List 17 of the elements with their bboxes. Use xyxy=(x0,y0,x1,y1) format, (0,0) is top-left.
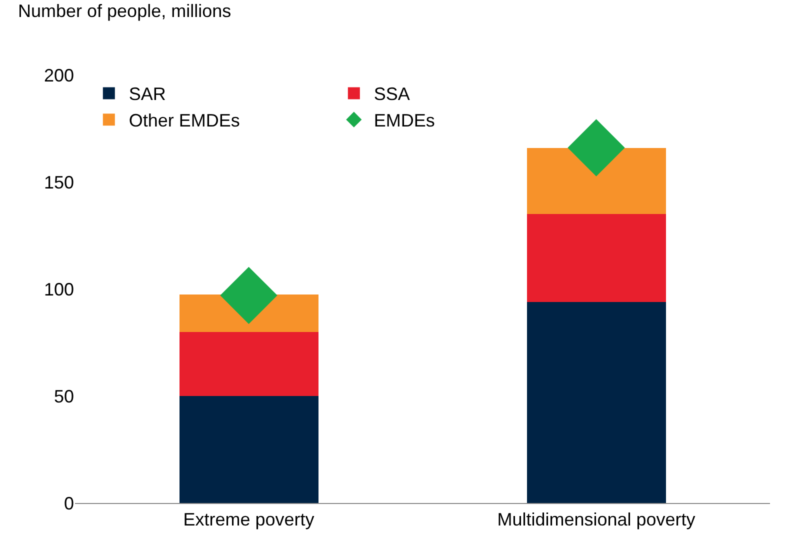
legend-label: SAR xyxy=(128,84,166,104)
y-axis-title: Number of people, millions xyxy=(18,1,232,21)
x-tick-label: Multidimensional poverty xyxy=(497,510,696,530)
bar xyxy=(179,396,318,503)
y-tick-label: 150 xyxy=(44,172,74,192)
bar xyxy=(526,302,666,503)
y-tick-label: 200 xyxy=(44,65,74,86)
legend-label: EMDEs xyxy=(374,110,435,131)
legend-label: SSA xyxy=(374,84,410,104)
y-tick-label: 100 xyxy=(44,279,74,300)
x-tick-label: Extreme poverty xyxy=(183,510,314,530)
bar xyxy=(526,148,666,214)
y-tick-label: 50 xyxy=(54,386,74,406)
y-tick-label: 0 xyxy=(64,493,74,514)
bar xyxy=(526,214,666,302)
legend-label: Other EMDEs xyxy=(128,110,240,131)
bar xyxy=(179,332,318,396)
